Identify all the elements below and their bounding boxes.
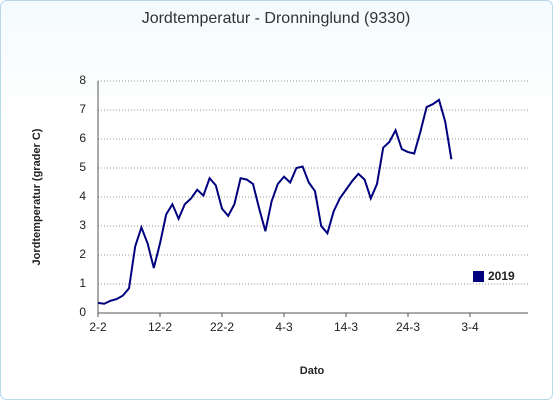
- legend-label: 2019: [488, 269, 515, 283]
- x-tick-label: 4-3: [275, 320, 293, 334]
- x-tick-label: 12-2: [148, 320, 172, 334]
- y-tick-label: 8: [79, 73, 86, 87]
- chart-title: Jordtemperatur - Dronninglund (9330): [142, 10, 411, 27]
- y-tick-label: 2: [79, 247, 86, 261]
- y-tick-label: 7: [79, 102, 86, 116]
- x-tick-label: 3-4: [461, 320, 479, 334]
- x-tick-label: 24-3: [396, 320, 420, 334]
- x-tick-label: 14-3: [334, 320, 358, 334]
- x-axis-label: Dato: [300, 365, 325, 377]
- y-axis-label: Jordtemperatur (grader C): [31, 128, 43, 265]
- y-tick-label: 0: [79, 305, 86, 319]
- y-tick-label: 3: [79, 218, 86, 232]
- y-tick-label: 4: [79, 189, 86, 203]
- x-tick-label: 22-2: [210, 320, 234, 334]
- y-tick-label: 5: [79, 160, 86, 174]
- x-tick-label: 2-2: [89, 320, 107, 334]
- line: [97, 98, 453, 305]
- y-tick-label: 1: [79, 276, 86, 290]
- y-tick-label: 6: [79, 131, 86, 145]
- legend-swatch: [473, 271, 484, 282]
